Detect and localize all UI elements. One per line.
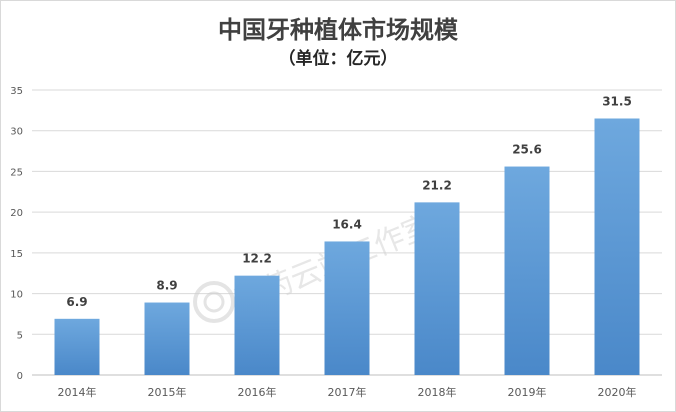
y-tick-label: 20: [10, 208, 23, 219]
bar: [144, 302, 190, 375]
chart-title: 中国牙种植体市场规模: [218, 16, 458, 44]
data-label: 25.6: [512, 143, 542, 157]
y-tick-label: 5: [17, 330, 23, 341]
x-tick-label: 2017年: [328, 385, 367, 399]
bar: [234, 275, 280, 375]
data-label: 31.5: [602, 95, 632, 109]
data-label: 21.2: [422, 178, 452, 192]
watermark-logo-icon: [193, 281, 235, 323]
y-tick-label: 25: [10, 167, 23, 178]
data-label: 6.9: [66, 295, 87, 309]
watermark: 医药云端工作室: [193, 208, 438, 323]
y-axis: 0 5 10 15 20 25 30 35: [10, 86, 23, 382]
bars: [54, 118, 640, 375]
y-tick-label: 15: [10, 249, 23, 260]
data-label: 8.9: [156, 279, 177, 293]
y-tick-label: 10: [10, 290, 23, 301]
bar: [324, 241, 370, 375]
chart-subtitle: （单位：亿元）: [278, 49, 398, 69]
bar: [54, 318, 100, 375]
x-tick-label: 2014年: [58, 385, 97, 399]
y-tick-label: 0: [17, 371, 23, 382]
x-tick-label: 2019年: [508, 385, 547, 399]
x-tick-label: 2018年: [418, 385, 457, 399]
data-labels: 6.9 8.9 12.2 16.4 21.2 25.6 31.5: [66, 95, 631, 309]
data-label: 12.2: [242, 252, 272, 266]
bar: [594, 118, 640, 375]
y-tick-label: 30: [10, 127, 23, 138]
data-label: 16.4: [332, 217, 362, 231]
x-axis: 2014年 2015年 2016年 2017年 2018年 2019年 2020年: [58, 385, 637, 399]
bar: [414, 202, 460, 375]
x-tick-label: 2015年: [148, 385, 187, 399]
bar: [504, 166, 550, 375]
x-tick-label: 2020年: [598, 385, 637, 399]
y-tick-label: 35: [10, 86, 23, 97]
x-tick-label: 2016年: [238, 385, 277, 399]
